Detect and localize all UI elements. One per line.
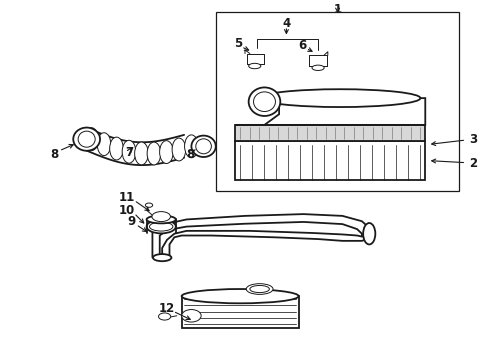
- Ellipse shape: [73, 127, 100, 151]
- Polygon shape: [235, 98, 425, 125]
- Ellipse shape: [253, 92, 275, 112]
- Ellipse shape: [147, 142, 161, 165]
- Ellipse shape: [147, 220, 176, 233]
- Text: 11: 11: [119, 191, 135, 204]
- Polygon shape: [182, 296, 298, 328]
- Ellipse shape: [248, 63, 261, 69]
- Text: 12: 12: [159, 302, 175, 315]
- Ellipse shape: [182, 289, 298, 303]
- Polygon shape: [152, 214, 372, 257]
- Ellipse shape: [146, 203, 153, 207]
- Text: 10: 10: [119, 204, 135, 217]
- Text: 8: 8: [186, 148, 195, 161]
- Text: 1: 1: [334, 3, 342, 16]
- Text: 3: 3: [432, 133, 477, 146]
- Bar: [216, 13, 460, 191]
- Text: 6: 6: [298, 39, 307, 52]
- Ellipse shape: [85, 128, 98, 150]
- Ellipse shape: [122, 140, 136, 163]
- Ellipse shape: [153, 254, 172, 261]
- Ellipse shape: [363, 223, 375, 244]
- Ellipse shape: [78, 131, 95, 147]
- Ellipse shape: [246, 284, 273, 294]
- Ellipse shape: [196, 139, 211, 154]
- Ellipse shape: [182, 310, 201, 322]
- Ellipse shape: [159, 313, 171, 320]
- Text: 7: 7: [125, 146, 133, 159]
- Text: 8: 8: [50, 148, 58, 161]
- Ellipse shape: [172, 138, 186, 161]
- Ellipse shape: [250, 285, 270, 293]
- Ellipse shape: [97, 133, 111, 156]
- Ellipse shape: [312, 65, 324, 71]
- Ellipse shape: [110, 137, 123, 160]
- Ellipse shape: [260, 89, 420, 107]
- Ellipse shape: [248, 87, 280, 116]
- Text: 4: 4: [282, 17, 291, 30]
- Text: 9: 9: [128, 215, 136, 229]
- Ellipse shape: [152, 212, 171, 222]
- Polygon shape: [235, 125, 425, 141]
- Ellipse shape: [192, 136, 216, 157]
- Ellipse shape: [135, 142, 148, 165]
- Ellipse shape: [185, 135, 198, 158]
- Ellipse shape: [147, 216, 176, 223]
- Ellipse shape: [160, 141, 173, 163]
- Text: 2: 2: [432, 157, 477, 170]
- Polygon shape: [160, 222, 362, 257]
- Text: 5: 5: [234, 37, 242, 50]
- Ellipse shape: [149, 222, 173, 231]
